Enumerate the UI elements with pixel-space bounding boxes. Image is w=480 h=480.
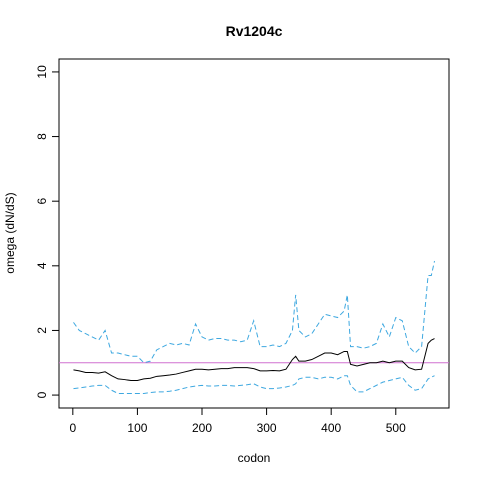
series-line [73,338,435,382]
series-line [73,375,435,394]
x-tick-label: 300 [257,421,277,435]
y-axis-label: omega (dN/dS) [3,192,17,273]
x-tick-label: 200 [192,421,212,435]
x-axis-label: codon [238,451,271,465]
series-line [73,260,436,364]
x-tick-label: 500 [386,421,406,435]
y-tick-label: 6 [35,198,49,205]
x-tick-label: 400 [321,421,341,435]
x-tick-label: 0 [69,421,76,435]
x-tick-label: 100 [127,421,147,435]
y-tick-label: 4 [35,262,49,269]
y-tick-label: 2 [35,327,49,334]
y-tick-label: 0 [35,391,49,398]
y-tick-label: 8 [35,133,49,140]
y-tick-label: 10 [35,65,49,79]
chart-title: Rv1204c [226,23,283,39]
